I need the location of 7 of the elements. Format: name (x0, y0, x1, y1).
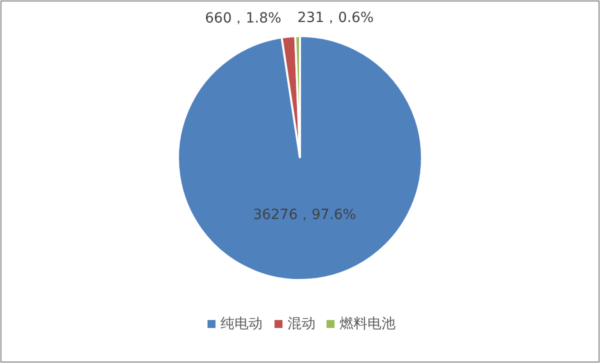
data-label: 231，0.6% (297, 10, 374, 26)
legend-label: 纯电动 (220, 316, 262, 332)
legend-label: 燃料电池 (340, 316, 396, 332)
legend-label: 混动 (288, 316, 316, 332)
data-label: 36276，97.6% (253, 206, 356, 223)
data-label: 660，1.8% (205, 10, 282, 27)
pie-slice (177, 35, 423, 281)
